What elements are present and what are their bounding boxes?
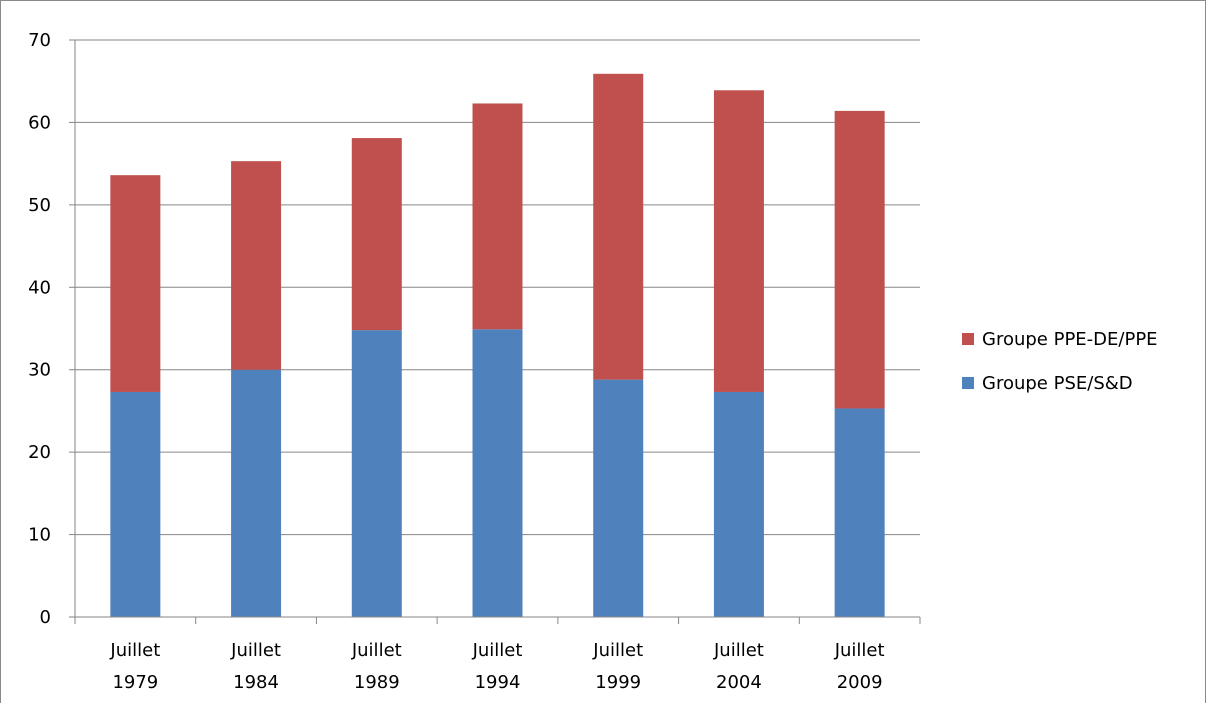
x-tick-label: Juillet bbox=[351, 640, 402, 661]
bar-ppe-de-ppe-1999 bbox=[593, 73, 644, 380]
bars bbox=[110, 73, 885, 617]
x-tick-label: Juillet bbox=[592, 640, 643, 661]
bar-pse-sd-1999 bbox=[593, 379, 644, 617]
axes bbox=[69, 39, 921, 624]
x-tick-label: Juillet bbox=[713, 640, 764, 661]
bar-pse-sd-1984 bbox=[231, 369, 282, 617]
y-tick-label: 50 bbox=[28, 195, 51, 216]
y-tick-label: 20 bbox=[28, 442, 51, 463]
tick-labels: 0 10 20 30 40 50 60 70 Juillet 1979 Juillet 1984 Jui… bbox=[28, 30, 884, 693]
legend-label: Groupe PPE-DE/PPE bbox=[982, 329, 1158, 350]
x-tick-label: 2009 bbox=[837, 672, 883, 693]
y-tick-label: 40 bbox=[28, 277, 51, 298]
x-tick-label: 1979 bbox=[112, 672, 158, 693]
bar-ppe-de-ppe-1994 bbox=[472, 103, 523, 330]
x-tick-label: Juillet bbox=[230, 640, 281, 661]
bar-pse-sd-1989 bbox=[351, 330, 402, 617]
bar-ppe-de-ppe-2004 bbox=[713, 90, 764, 392]
x-tick-label: 1989 bbox=[354, 672, 400, 693]
legend-label: Groupe PSE/S&D bbox=[982, 373, 1133, 394]
bar-pse-sd-2009 bbox=[834, 408, 885, 617]
legend-swatch bbox=[962, 377, 974, 389]
bar-ppe-de-ppe-2009 bbox=[834, 110, 885, 409]
bar-pse-sd-2004 bbox=[713, 391, 764, 617]
x-tick-label: Juillet bbox=[472, 640, 523, 661]
y-tick-label: 0 bbox=[40, 607, 51, 628]
bar-ppe-de-ppe-1984 bbox=[231, 161, 282, 370]
x-tick-label: 1994 bbox=[475, 672, 521, 693]
x-tick-label: 1999 bbox=[595, 672, 641, 693]
legend: Groupe PPE-DE/PPE Groupe PSE/S&D bbox=[962, 329, 1158, 394]
y-tick-label: 60 bbox=[28, 112, 51, 133]
bar-ppe-de-ppe-1989 bbox=[351, 138, 402, 331]
y-tick-label: 30 bbox=[28, 360, 51, 381]
bar-ppe-de-ppe-1979 bbox=[110, 175, 161, 392]
y-tick-label: 70 bbox=[28, 30, 51, 51]
y-tick-label: 10 bbox=[28, 525, 51, 546]
x-tick-label: 1984 bbox=[233, 672, 279, 693]
x-tick-label: 2004 bbox=[716, 672, 762, 693]
x-tick-label: Juillet bbox=[834, 640, 885, 661]
x-tick-label: Juillet bbox=[109, 640, 160, 661]
legend-swatch bbox=[962, 333, 974, 345]
bar-pse-sd-1979 bbox=[110, 391, 161, 617]
bar-pse-sd-1994 bbox=[472, 329, 523, 617]
